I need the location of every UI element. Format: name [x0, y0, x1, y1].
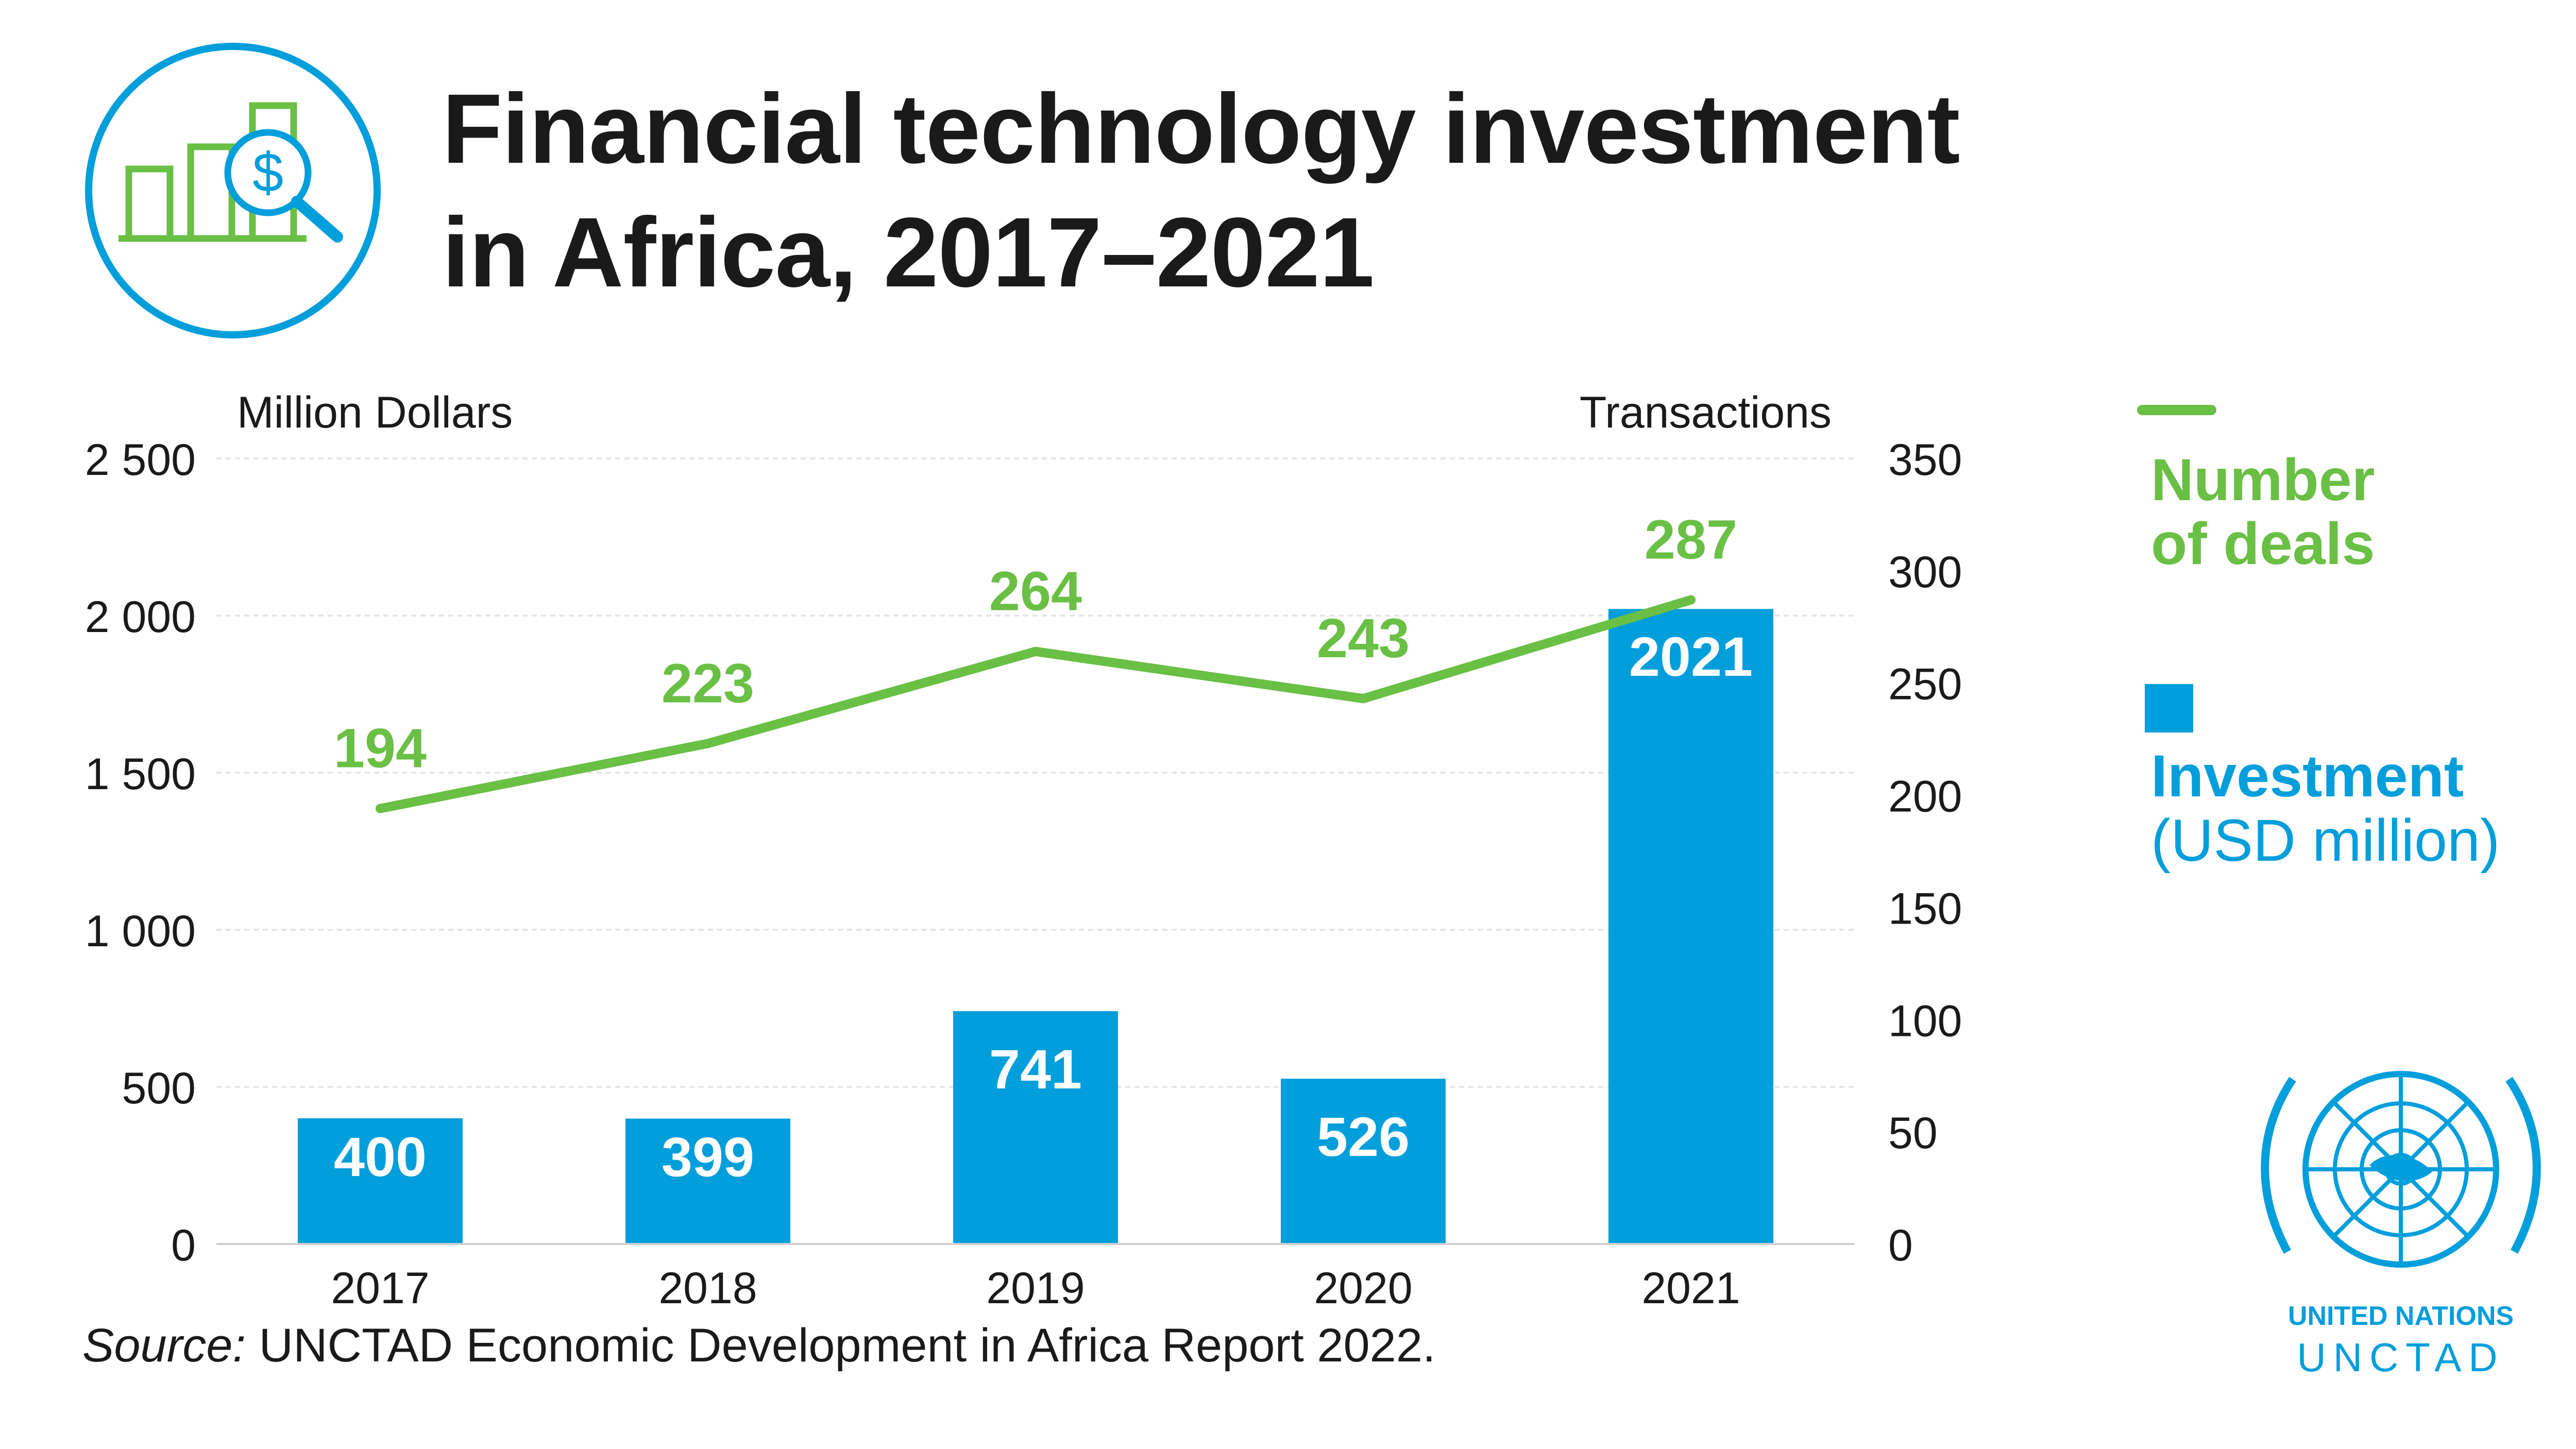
legend-deals-line-1: Number [2151, 447, 2375, 513]
bar [1281, 1079, 1446, 1244]
source-label: Source: [82, 1319, 246, 1372]
deals-point [703, 739, 713, 748]
deals-value-label: 243 [1317, 607, 1410, 669]
legend-investment-unit: (USD million) [2151, 808, 2500, 874]
deals-value-label: 223 [662, 652, 754, 714]
x-axis-tick-label: 2020 [1314, 1264, 1412, 1313]
left-axis-tick-label: 2 000 [85, 592, 196, 642]
un-org-name: UNITED NATIONS [2287, 1301, 2514, 1331]
title-line-1: Financial technology investment [442, 73, 1960, 184]
right-axis-tick-label: 150 [1888, 884, 1962, 933]
bar-value-label: 526 [1317, 1105, 1410, 1168]
right-axis-tick-label: 0 [1888, 1221, 1913, 1270]
bar-value-label: 400 [334, 1126, 427, 1188]
un-emblem-icon [2261, 1071, 2541, 1268]
right-axis-tick-label: 50 [1888, 1109, 1938, 1158]
unctad-wordmark: UNCTAD [2297, 1335, 2505, 1380]
right-axis-tick-label: 250 [1888, 660, 1962, 709]
legend-investment-swatch [2145, 684, 2193, 732]
legend-number-of-deals: Number of deals [2151, 448, 2375, 576]
left-axis-tick-label: 500 [122, 1064, 196, 1113]
left-axis-title: Million Dollars [237, 388, 513, 437]
bar [625, 1118, 790, 1244]
x-axis-tick-label: 2018 [658, 1264, 757, 1313]
left-axis-tick-label: 0 [171, 1221, 196, 1270]
left-axis-tick-label: 1 000 [85, 907, 196, 956]
bar-value-label: 741 [989, 1038, 1082, 1100]
deals-point [376, 804, 385, 813]
deals-point [1031, 646, 1040, 656]
deals-value-label: 264 [989, 560, 1082, 622]
right-axis-tick-label: 100 [1888, 996, 1962, 1046]
source-note: Source: UNCTAD Economic Development in A… [82, 1319, 1436, 1373]
right-axis-tick-label: 300 [1888, 548, 1962, 597]
right-axis-title: Transactions [1580, 388, 1832, 437]
bar [953, 1011, 1118, 1244]
legend-investment-label: Investment [2151, 743, 2464, 809]
deals-point [1686, 595, 1696, 605]
x-axis-tick-label: 2019 [986, 1264, 1084, 1313]
x-axis-tick-label: 2021 [1641, 1264, 1740, 1313]
right-axis-tick-label: 200 [1888, 772, 1962, 822]
page-title: Financial technology investment in Afric… [442, 67, 1960, 314]
svg-text:$: $ [252, 141, 283, 203]
bar-chart-dollar-magnifier-icon: $ [85, 43, 381, 338]
left-axis-tick-label: 1 500 [85, 749, 196, 799]
x-axis-tick-label: 2017 [331, 1264, 429, 1313]
deals-point [1359, 694, 1368, 704]
bar-value-label: 2021 [1629, 625, 1753, 688]
title-line-2: in Africa, 2017–2021 [442, 197, 1375, 308]
right-axis-tick-label: 350 [1888, 435, 1962, 485]
source-text: UNCTAD Economic Development in Africa Re… [246, 1319, 1436, 1372]
deals-line [376, 595, 1696, 813]
legend-deals-line-2: of deals [2151, 511, 2375, 577]
deals-value-label: 194 [334, 717, 427, 779]
left-axis-tick-label: 2 500 [85, 435, 196, 485]
bar [298, 1118, 463, 1244]
bar [1608, 609, 1773, 1244]
deals-value-label: 287 [1645, 508, 1737, 571]
bar-value-label: 399 [662, 1126, 754, 1188]
